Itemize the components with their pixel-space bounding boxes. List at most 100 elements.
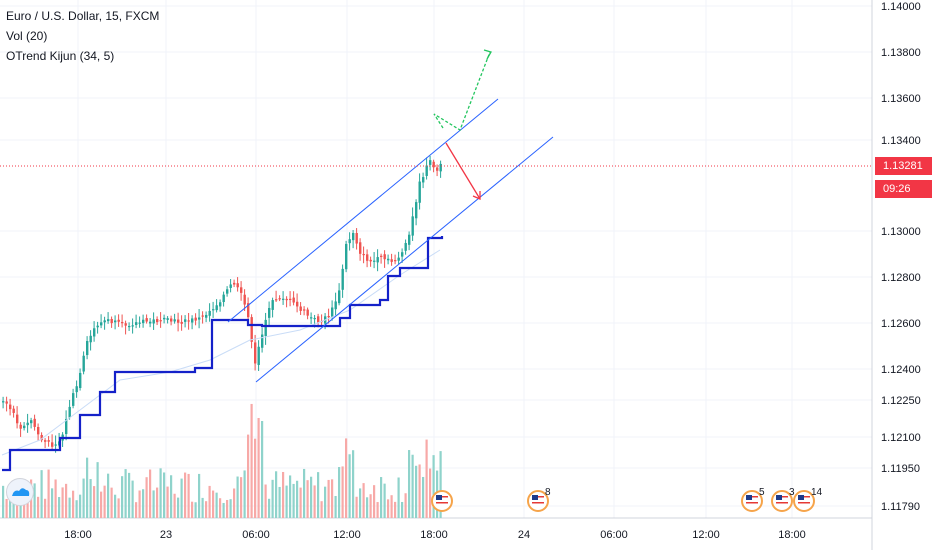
volume-bar xyxy=(415,465,418,518)
candle-body xyxy=(131,325,134,327)
candle-body xyxy=(310,317,313,319)
volume-bar xyxy=(429,468,432,518)
volume-bar xyxy=(121,476,124,518)
candle-body xyxy=(296,301,299,307)
candle-body xyxy=(110,318,113,324)
candle-body xyxy=(19,424,22,429)
price-tick-label: 1.12100 xyxy=(881,432,921,444)
time-tick-label: 23 xyxy=(160,529,172,541)
candle-body xyxy=(173,319,176,322)
time-tick-label: 06:00 xyxy=(600,529,628,541)
candle-body xyxy=(345,243,348,270)
candle-body xyxy=(152,319,155,324)
candle-body xyxy=(359,242,362,254)
candle-body xyxy=(26,422,29,426)
volume-bar xyxy=(261,421,264,518)
volume-bar xyxy=(383,483,386,518)
volume-bar xyxy=(191,501,194,518)
volume-indicator-label[interactable]: Vol (20) xyxy=(6,29,48,43)
volume-bar xyxy=(411,454,414,518)
volume-bar xyxy=(170,475,173,518)
candle-body xyxy=(117,319,120,322)
volume-bar xyxy=(345,438,348,518)
volume-bar xyxy=(303,468,306,518)
volume-bar xyxy=(338,467,341,518)
candle-body xyxy=(362,253,365,256)
volume-bar xyxy=(432,455,435,518)
time-tick-label: 06:00 xyxy=(242,529,270,541)
candle-body xyxy=(219,302,222,307)
candle-body xyxy=(264,319,267,337)
volume-bar xyxy=(233,488,236,518)
projection-up-arrowhead xyxy=(483,49,492,60)
candle-body xyxy=(275,299,278,301)
volume-bar xyxy=(194,502,197,518)
volume-bar xyxy=(296,480,299,518)
candle-body xyxy=(222,294,225,303)
time-tick-label: 18:00 xyxy=(420,529,448,541)
flag-stripe xyxy=(776,505,788,507)
volume-bar xyxy=(124,469,127,518)
candle-body xyxy=(121,322,124,324)
us-flag-event-icon xyxy=(431,490,453,512)
symbol-title[interactable]: Euro / U.S. Dollar, 15, FXCM xyxy=(6,9,160,23)
candle-body xyxy=(103,320,106,323)
volume-bar xyxy=(212,490,215,518)
candle-body xyxy=(194,317,197,321)
candle-body xyxy=(415,202,418,219)
volume-bar xyxy=(240,477,243,518)
volume-bar xyxy=(51,488,54,518)
volume-bar xyxy=(229,499,232,518)
price-tick-label: 1.12600 xyxy=(881,318,921,330)
candle-body xyxy=(44,440,47,442)
volume-bar xyxy=(250,403,253,518)
candle-body xyxy=(418,181,421,203)
volume-bar xyxy=(156,487,159,518)
candle-body xyxy=(82,355,85,372)
volume-bar xyxy=(68,497,71,518)
volume-bar xyxy=(387,499,390,518)
candle-body xyxy=(135,322,138,325)
kijun-indicator-label[interactable]: OTrend Kijun (34, 5) xyxy=(6,49,115,63)
volume-bar xyxy=(166,486,169,518)
volume-bar xyxy=(418,464,421,518)
volume-bar xyxy=(268,498,271,518)
candle-body xyxy=(215,305,218,311)
time-tick-label: 24 xyxy=(518,529,530,541)
volume-bar xyxy=(205,501,208,518)
flag-canton xyxy=(798,495,804,500)
volume-bars xyxy=(2,403,442,518)
candle-body xyxy=(404,242,407,251)
candle-body xyxy=(54,444,57,446)
candle-body xyxy=(299,306,302,311)
candle-body xyxy=(268,307,271,318)
volume-bar xyxy=(79,494,82,518)
volume-bar xyxy=(408,450,411,518)
volume-bar xyxy=(149,469,152,518)
volume-bar xyxy=(404,493,407,518)
candle-body xyxy=(79,372,82,389)
candle-body xyxy=(156,319,159,323)
current-price-tag: 1.13281 xyxy=(875,157,932,175)
candle-body xyxy=(327,315,330,318)
event-count-label: 5 xyxy=(759,487,765,498)
volume-bar xyxy=(380,477,383,518)
volume-bar xyxy=(107,473,110,518)
channel-upper-line xyxy=(227,98,499,323)
price-tick-label: 1.11790 xyxy=(881,501,920,513)
tradingview-logo-icon[interactable] xyxy=(6,478,34,506)
volume-bar xyxy=(422,476,425,518)
volume-bar xyxy=(215,492,218,518)
volume-bar xyxy=(75,500,78,518)
time-tick-label: 12:00 xyxy=(333,529,361,541)
volume-bar xyxy=(306,480,309,518)
volume-bar xyxy=(82,478,85,518)
volume-bar xyxy=(320,501,323,518)
candle-body xyxy=(376,257,379,263)
candle-body xyxy=(198,317,201,320)
projection-down-arrowhead xyxy=(472,191,481,200)
time-tick-label: 12:00 xyxy=(692,529,720,541)
volume-bar xyxy=(317,472,320,518)
